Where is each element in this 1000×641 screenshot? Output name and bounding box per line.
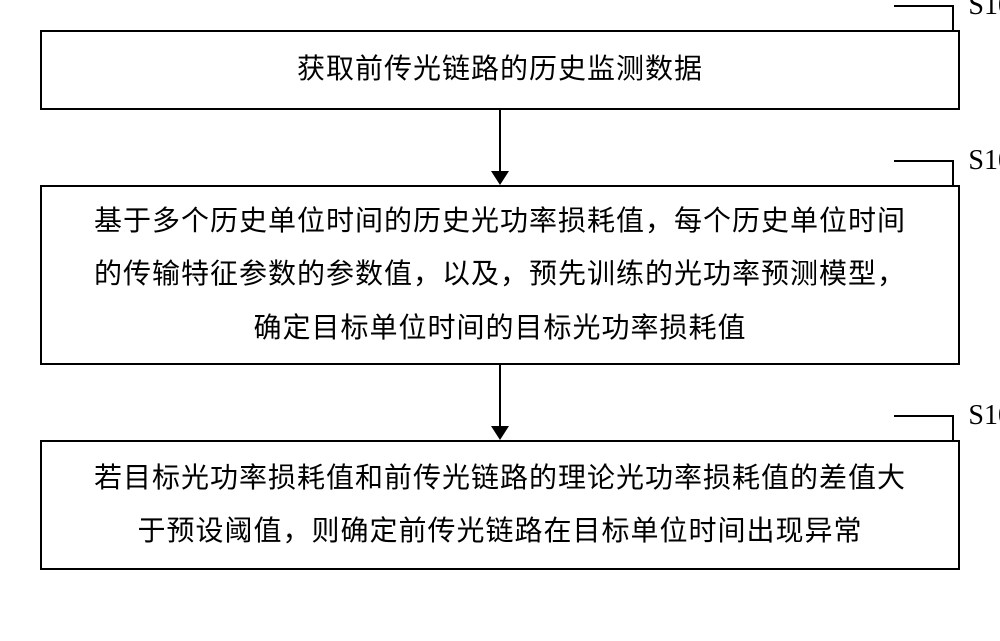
label-connector-3 <box>894 415 954 440</box>
arrow-head-1 <box>491 171 509 185</box>
arrow-2 <box>40 365 960 440</box>
step-box-1: 获取前传光链路的历史监测数据 <box>40 30 960 110</box>
arrow-1 <box>40 110 960 185</box>
step-label-3: S103 <box>968 400 1000 432</box>
label-connector-2 <box>894 160 954 185</box>
arrow-line-1 <box>499 110 501 171</box>
step-label-1: S101 <box>968 0 1000 22</box>
label-connector-1 <box>894 5 954 30</box>
step-wrapper-2: S102 基于多个历史单位时间的历史光功率损耗值，每个历史单位时间的传输特征参数… <box>40 185 960 365</box>
step-box-2: 基于多个历史单位时间的历史光功率损耗值，每个历史单位时间的传输特征参数的参数值，… <box>40 185 960 365</box>
step-label-2: S102 <box>968 145 1000 177</box>
step-text-1: 获取前传光链路的历史监测数据 <box>297 43 703 96</box>
flowchart-container: S101 获取前传光链路的历史监测数据 S102 基于多个历史单位时间的历史光功… <box>40 30 960 570</box>
arrow-head-2 <box>491 426 509 440</box>
step-wrapper-3: S103 若目标光功率损耗值和前传光链路的理论光功率损耗值的差值大于预设阈值，则… <box>40 440 960 570</box>
step-text-2: 基于多个历史单位时间的历史光功率损耗值，每个历史单位时间的传输特征参数的参数值，… <box>82 195 918 355</box>
arrow-line-2 <box>499 365 501 426</box>
step-text-3: 若目标光功率损耗值和前传光链路的理论光功率损耗值的差值大于预设阈值，则确定前传光… <box>82 452 918 558</box>
step-box-3: 若目标光功率损耗值和前传光链路的理论光功率损耗值的差值大于预设阈值，则确定前传光… <box>40 440 960 570</box>
step-wrapper-1: S101 获取前传光链路的历史监测数据 <box>40 30 960 110</box>
